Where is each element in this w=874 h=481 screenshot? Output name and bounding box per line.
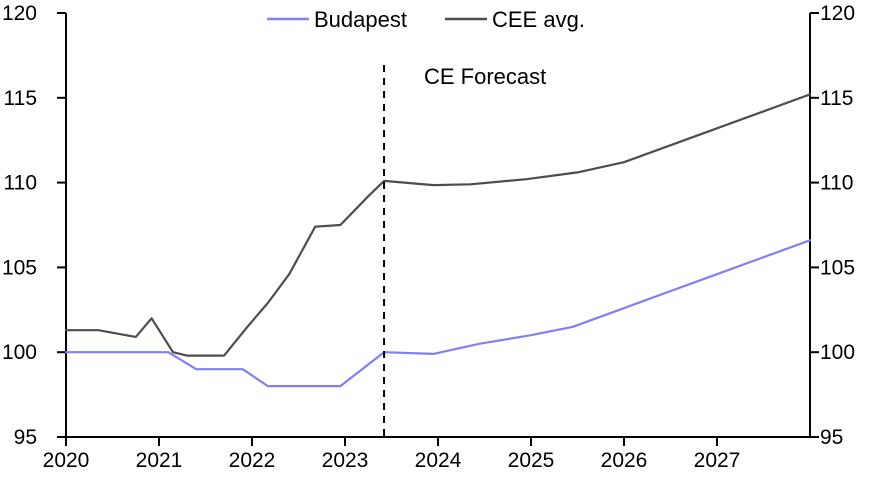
data-series xyxy=(64,93,812,388)
y-tick-label-left-110: 110 xyxy=(4,172,37,195)
x-tick-label-2024: 2024 xyxy=(415,449,462,472)
legend-label-budapest: Budapest xyxy=(314,7,407,32)
y-tick-label-left-115: 115 xyxy=(4,87,37,110)
y-tick-label-right-120: 120 xyxy=(820,2,855,25)
x-tick-label-2025: 2025 xyxy=(508,449,555,472)
x-tick-label-2027: 2027 xyxy=(694,449,741,472)
y-tick-label-right-100: 100 xyxy=(820,341,855,364)
y-tick-label-right-95: 95 xyxy=(820,426,843,449)
y-tick-label-left-95: 95 xyxy=(14,426,37,449)
y-tick-label-left-105: 105 xyxy=(2,256,37,279)
forecast-annotation: CE Forecast xyxy=(424,64,546,89)
x-tick-label-2023: 2023 xyxy=(322,449,369,472)
x-tick-label-2020: 2020 xyxy=(43,449,90,472)
y-tick-label-left-120: 120 xyxy=(2,2,37,25)
series-line-cee-avg xyxy=(64,93,812,357)
y-tick-label-right-110: 110 xyxy=(820,172,853,195)
y-tick-label-right-115: 115 xyxy=(820,87,853,110)
legend-label-cee-avg: CEE avg. xyxy=(492,7,585,32)
x-tick-label-2022: 2022 xyxy=(229,449,276,472)
axes: 95 95 100 100 105 105 110 110 115 115 120 120 2020 20… xyxy=(2,2,855,472)
y-tick-label-right-105: 105 xyxy=(820,256,855,279)
series-line-budapest xyxy=(64,239,812,388)
x-tick-label-2021: 2021 xyxy=(136,449,183,472)
x-tick-label-2026: 2026 xyxy=(601,449,648,472)
y-tick-label-left-100: 100 xyxy=(2,341,37,364)
legend: Budapest CEE avg. xyxy=(267,7,585,32)
